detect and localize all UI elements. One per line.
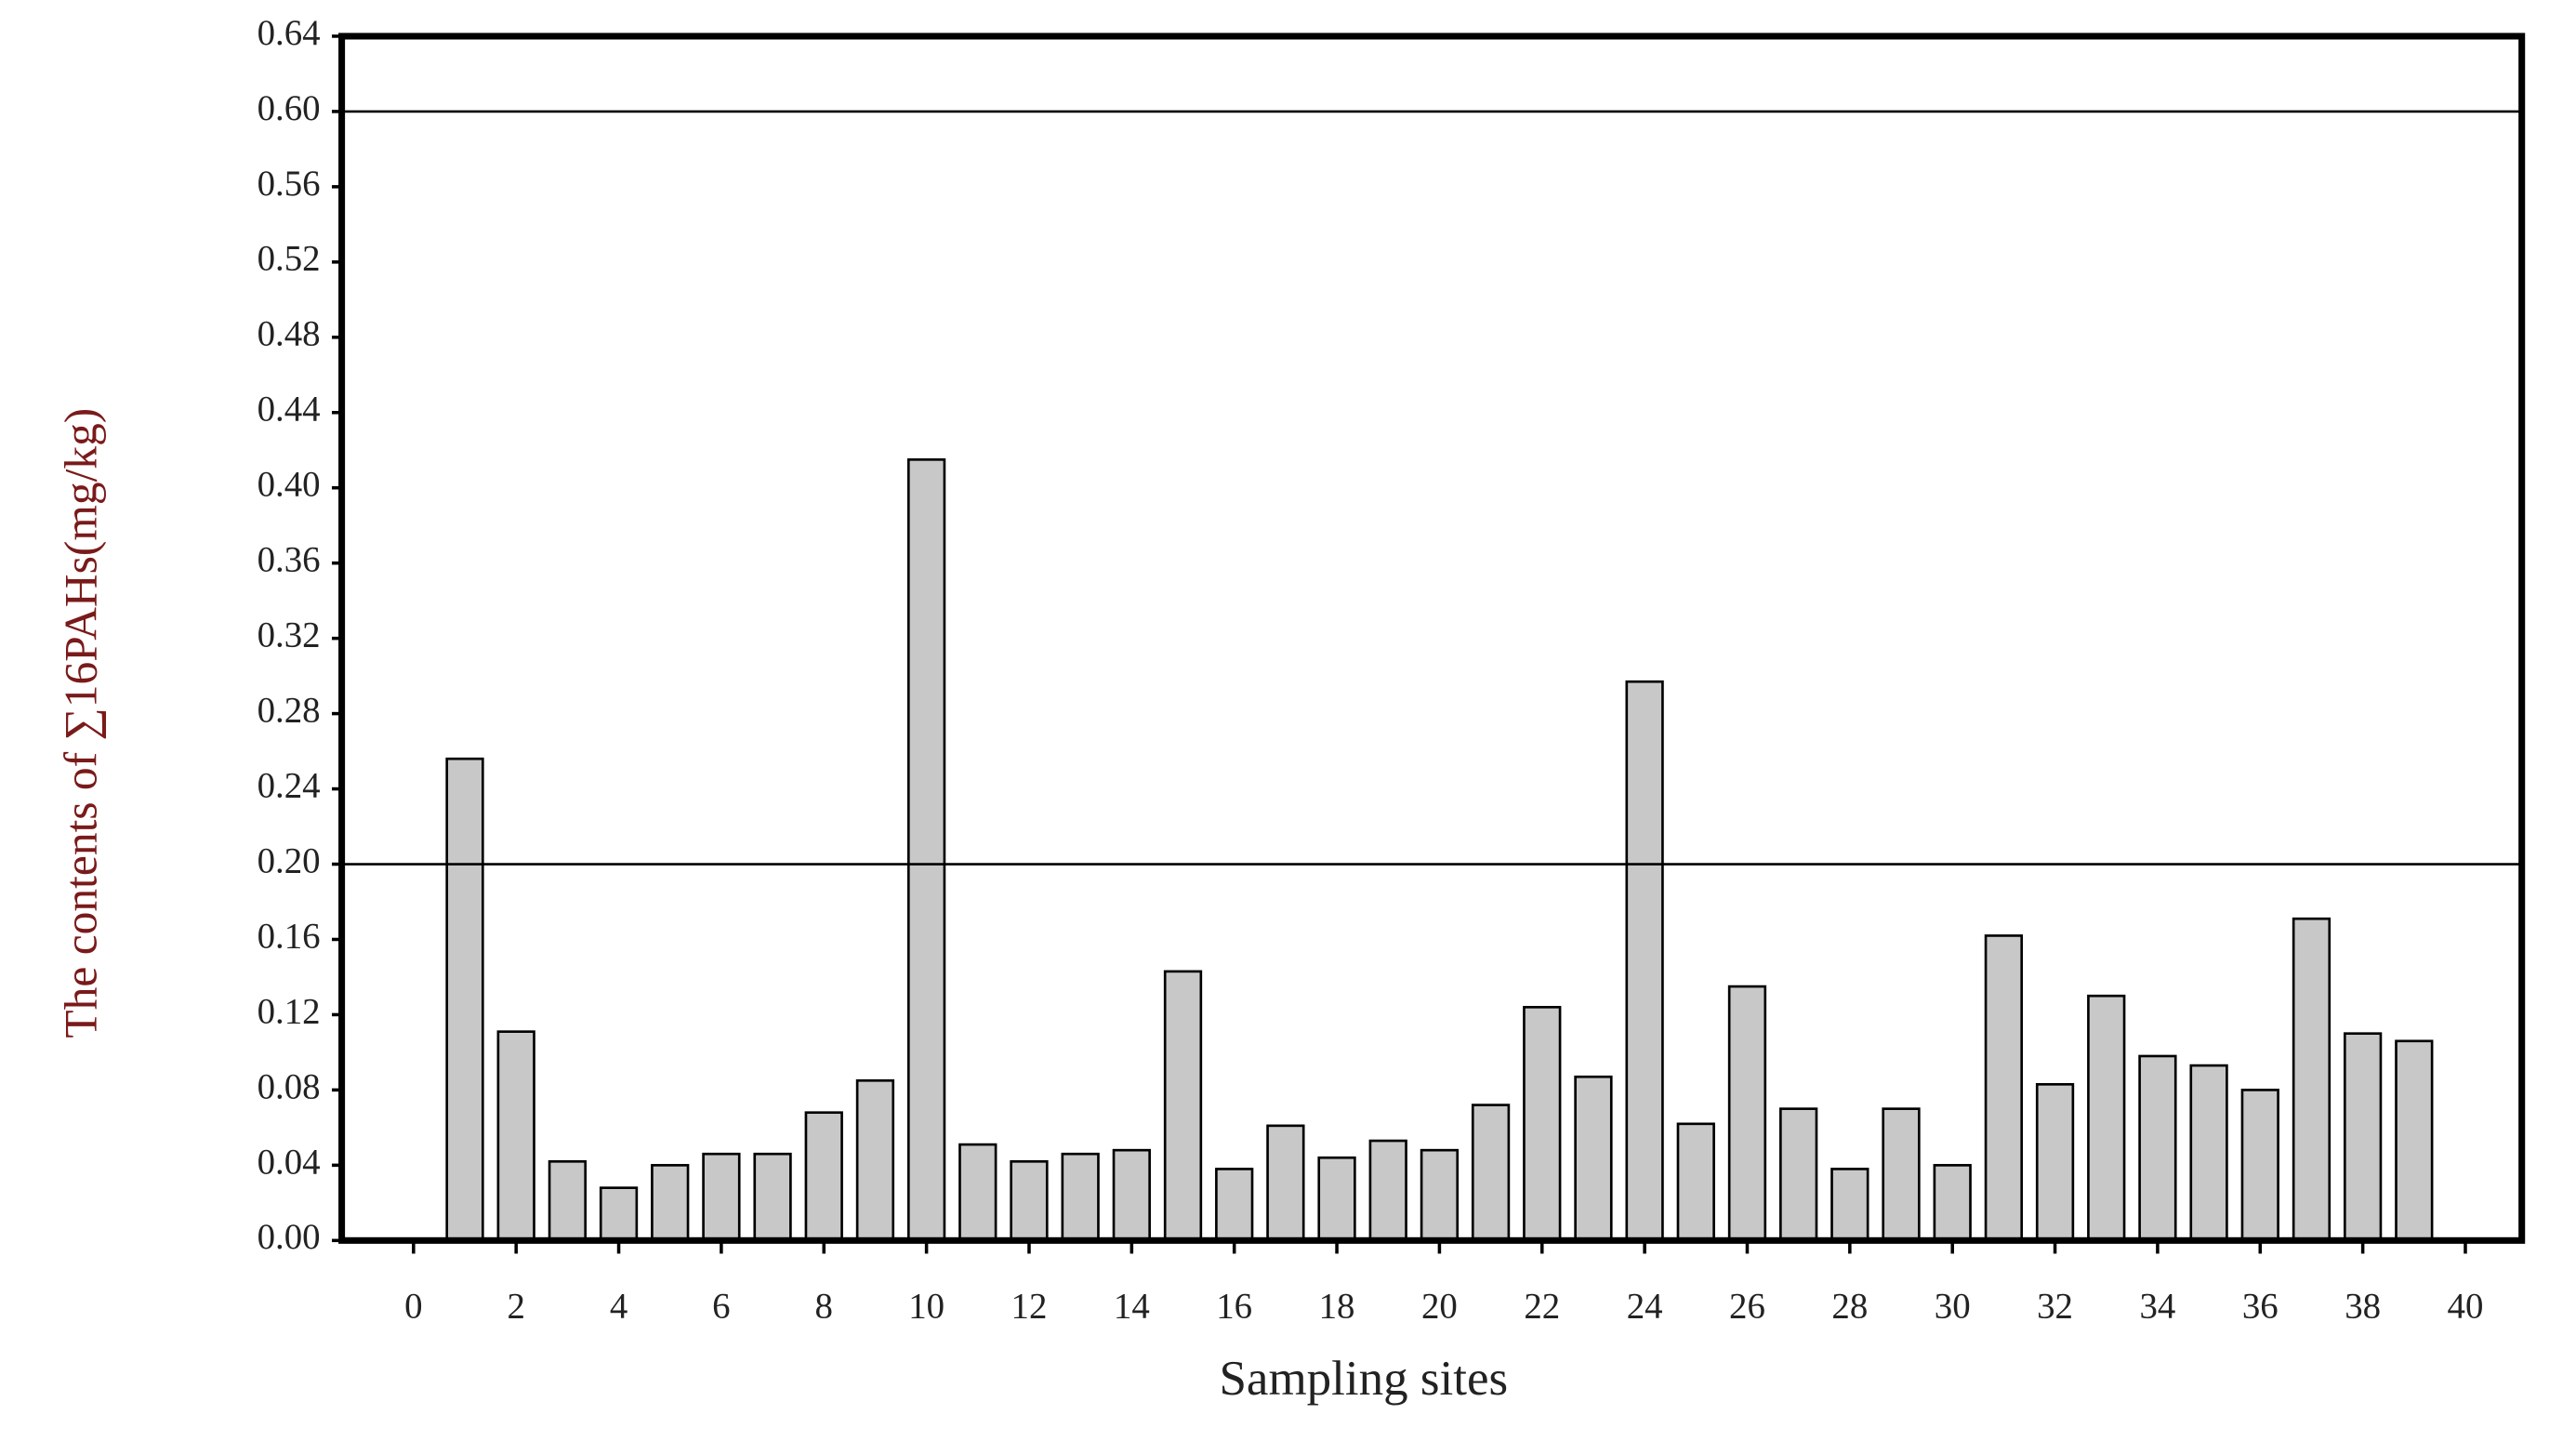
bar <box>753 1152 792 1242</box>
bar <box>804 1111 843 1242</box>
y-tick-label: 0.52 <box>258 239 321 279</box>
x-tick-label: 20 <box>1421 1286 1458 1326</box>
bar <box>2343 1032 2383 1242</box>
bar <box>548 1159 588 1242</box>
x-tick-label: 34 <box>2139 1286 2175 1326</box>
bar <box>2138 1054 2177 1242</box>
x-tick-label: 14 <box>1114 1286 1150 1326</box>
y-tick-label: 0.32 <box>258 615 321 655</box>
y-tick-label: 0.00 <box>258 1217 321 1257</box>
bar <box>1317 1156 1356 1242</box>
bar <box>855 1078 895 1242</box>
bar <box>1163 970 1203 1242</box>
bar <box>1471 1104 1511 1242</box>
bar <box>1112 1148 1151 1242</box>
bar <box>651 1164 690 1242</box>
x-tick-label: 16 <box>1216 1286 1252 1326</box>
bar <box>2035 1083 2075 1242</box>
bar <box>2292 917 2332 1242</box>
bar <box>1010 1159 1049 1242</box>
bar <box>1779 1107 1818 1242</box>
x-tick-label: 28 <box>1831 1286 1868 1326</box>
bar <box>445 757 484 1242</box>
y-axis-label: The contents of ∑16PAHs(mg/kg) <box>55 408 106 1038</box>
y-tick-label: 0.12 <box>258 991 321 1031</box>
bar <box>1368 1139 1407 1242</box>
x-tick-label: 22 <box>1524 1286 1560 1326</box>
bar <box>1882 1107 1921 1242</box>
plot-frame <box>338 33 2526 1244</box>
y-tick-label: 0.36 <box>258 540 321 580</box>
x-tick-label: 36 <box>2242 1286 2279 1326</box>
bar <box>1574 1075 1613 1242</box>
x-tick-label: 32 <box>2037 1286 2073 1326</box>
bar <box>1625 680 1664 1242</box>
bar <box>958 1143 997 1242</box>
bar <box>2087 994 2126 1242</box>
y-tick-label: 0.16 <box>258 916 321 956</box>
y-tick-label: 0.08 <box>258 1066 321 1106</box>
x-tick-label: 8 <box>815 1286 833 1326</box>
bar <box>1523 1006 1562 1242</box>
bar <box>1984 934 2024 1242</box>
x-tick-label: 0 <box>404 1286 422 1326</box>
bar <box>1266 1124 1305 1242</box>
x-tick-label: 24 <box>1627 1286 1663 1326</box>
y-tick-label: 0.56 <box>258 164 321 204</box>
bar <box>702 1152 741 1242</box>
bar <box>1727 985 1767 1242</box>
x-tick-label: 12 <box>1011 1286 1048 1326</box>
y-tick-label: 0.60 <box>258 88 321 128</box>
x-tick-label: 6 <box>712 1286 730 1326</box>
y-tick-label: 0.40 <box>258 465 321 505</box>
x-tick-label: 26 <box>1729 1286 1765 1326</box>
y-tick-label: 0.44 <box>258 390 321 430</box>
y-tick-label: 0.64 <box>258 13 321 53</box>
x-tick-label: 2 <box>507 1286 524 1326</box>
y-tick-label: 0.24 <box>258 765 321 805</box>
y-tick-label: 0.20 <box>258 840 321 880</box>
x-axis-label: Sampling sites <box>1219 1352 1508 1406</box>
bar <box>1830 1168 1869 1242</box>
bar <box>1061 1152 1100 1242</box>
y-tick-label: 0.28 <box>258 691 321 731</box>
bar <box>2395 1039 2434 1242</box>
bar <box>2189 1064 2228 1242</box>
x-tick-label: 40 <box>2448 1286 2484 1326</box>
x-tick-label: 10 <box>908 1286 945 1326</box>
x-tick-label: 18 <box>1319 1286 1355 1326</box>
bar <box>1933 1164 1972 1242</box>
bar <box>906 458 946 1242</box>
x-tick-label: 4 <box>610 1286 627 1326</box>
y-tick-label: 0.04 <box>258 1142 321 1182</box>
bar <box>1676 1122 1715 1242</box>
bar <box>1215 1168 1254 1242</box>
x-tick-label: 30 <box>1935 1286 1971 1326</box>
bar <box>496 1030 535 1242</box>
y-tick-label: 0.48 <box>258 314 321 354</box>
bar <box>2240 1089 2279 1242</box>
bar <box>1420 1148 1460 1242</box>
x-tick-label: 38 <box>2345 1286 2381 1326</box>
bar <box>599 1186 639 1242</box>
